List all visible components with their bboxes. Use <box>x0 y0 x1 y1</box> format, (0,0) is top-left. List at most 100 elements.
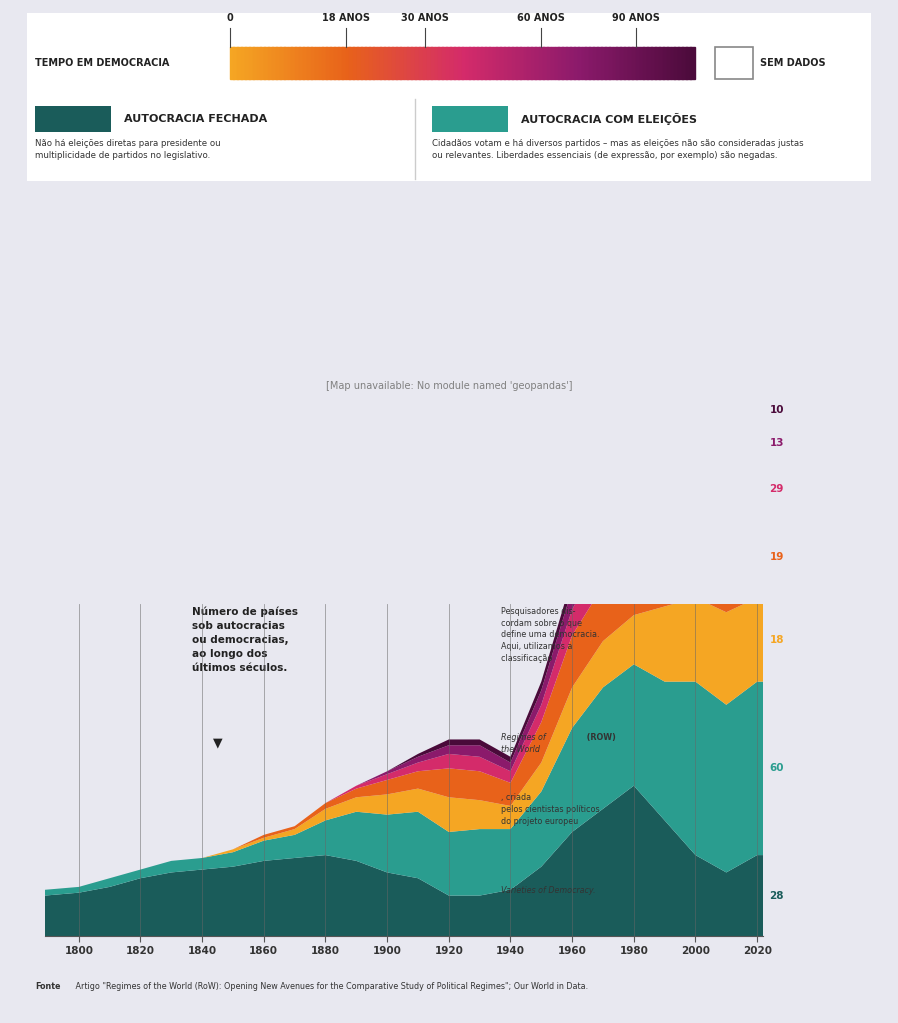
Bar <box>500 47 505 79</box>
Bar <box>427 47 432 79</box>
Text: 29: 29 <box>770 484 784 494</box>
Bar <box>314 47 320 79</box>
Bar <box>628 47 633 79</box>
Bar <box>678 47 683 79</box>
Text: Artigo "Regimes of the World (RoW): Opening New Avenues for the Comparative Stud: Artigo "Regimes of the World (RoW): Open… <box>74 982 588 990</box>
Bar <box>666 47 672 79</box>
Bar <box>493 47 497 79</box>
Bar <box>585 47 590 79</box>
Bar <box>632 47 637 79</box>
Text: Fonte: Fonte <box>35 982 61 990</box>
Bar <box>384 47 389 79</box>
Text: Pesquisadores dis-
cordam sobre o que
define uma democracia.
Aqui, utilizamos a
: Pesquisadores dis- cordam sobre o que de… <box>501 607 600 663</box>
Bar <box>562 47 567 79</box>
Bar <box>307 47 312 79</box>
Bar <box>338 47 342 79</box>
Bar <box>559 47 563 79</box>
Bar <box>715 47 753 79</box>
Bar <box>415 47 420 79</box>
Bar <box>663 47 667 79</box>
Bar <box>280 47 285 79</box>
Bar <box>539 47 544 79</box>
Bar <box>520 47 524 79</box>
Bar <box>485 47 489 79</box>
Bar <box>574 47 578 79</box>
Bar <box>656 47 660 79</box>
Text: (ROW): (ROW) <box>584 733 615 743</box>
Bar <box>388 47 392 79</box>
Bar <box>35 105 111 132</box>
Bar <box>535 47 540 79</box>
Bar <box>242 47 246 79</box>
Bar <box>257 47 261 79</box>
Text: , criada
pelos cientistas políticos
do projeto europeu: , criada pelos cientistas políticos do p… <box>501 793 600 838</box>
Bar <box>400 47 404 79</box>
Bar <box>594 47 598 79</box>
Bar <box>249 47 253 79</box>
Bar <box>470 47 474 79</box>
Bar <box>299 47 304 79</box>
Bar <box>443 47 447 79</box>
Bar <box>295 47 300 79</box>
Bar <box>624 47 629 79</box>
Bar <box>481 47 486 79</box>
Text: 90 ANOS: 90 ANOS <box>612 13 660 24</box>
Bar <box>601 47 605 79</box>
Text: ▼: ▼ <box>213 737 222 750</box>
Bar <box>473 47 478 79</box>
Bar <box>284 47 288 79</box>
Bar <box>644 47 648 79</box>
Bar <box>432 105 508 132</box>
Bar <box>566 47 571 79</box>
Bar <box>671 47 675 79</box>
Bar <box>524 47 528 79</box>
Bar <box>577 47 583 79</box>
Bar <box>376 47 382 79</box>
Bar <box>373 47 377 79</box>
Bar <box>651 47 656 79</box>
Text: AUTOCRACIA COM ELEIÇÕES: AUTOCRACIA COM ELEIÇÕES <box>521 113 697 125</box>
Text: 18: 18 <box>770 634 784 644</box>
Bar <box>408 47 412 79</box>
Bar <box>269 47 273 79</box>
Bar <box>411 47 416 79</box>
Bar <box>554 47 559 79</box>
Bar <box>597 47 602 79</box>
Bar <box>276 47 281 79</box>
Bar <box>419 47 424 79</box>
Text: 13: 13 <box>770 438 784 448</box>
Bar <box>674 47 679 79</box>
Bar <box>582 47 586 79</box>
Bar <box>532 47 536 79</box>
Text: 19: 19 <box>770 552 784 563</box>
Bar <box>453 47 459 79</box>
Bar <box>431 47 436 79</box>
Bar <box>342 47 347 79</box>
Bar <box>465 47 471 79</box>
Bar <box>252 47 258 79</box>
Bar <box>686 47 691 79</box>
Text: 10: 10 <box>770 405 784 415</box>
Bar <box>230 47 234 79</box>
Bar <box>322 47 327 79</box>
Text: 28: 28 <box>770 891 784 900</box>
Bar <box>450 47 454 79</box>
Bar <box>292 47 296 79</box>
Bar <box>621 47 625 79</box>
Bar <box>381 47 385 79</box>
Bar <box>659 47 664 79</box>
Bar <box>550 47 555 79</box>
Bar <box>319 47 323 79</box>
Bar <box>423 47 427 79</box>
Bar <box>512 47 516 79</box>
Text: AUTOCRACIA FECHADA: AUTOCRACIA FECHADA <box>124 114 268 124</box>
Text: Regimes of
the World: Regimes of the World <box>501 733 546 754</box>
Bar <box>334 47 339 79</box>
Text: 30 ANOS: 30 ANOS <box>401 13 448 24</box>
Bar <box>361 47 365 79</box>
Bar <box>446 47 451 79</box>
Bar <box>272 47 277 79</box>
Bar <box>570 47 575 79</box>
Text: [Map unavailable: No module named 'geopandas']: [Map unavailable: No module named 'geopa… <box>326 382 572 391</box>
Bar <box>346 47 350 79</box>
